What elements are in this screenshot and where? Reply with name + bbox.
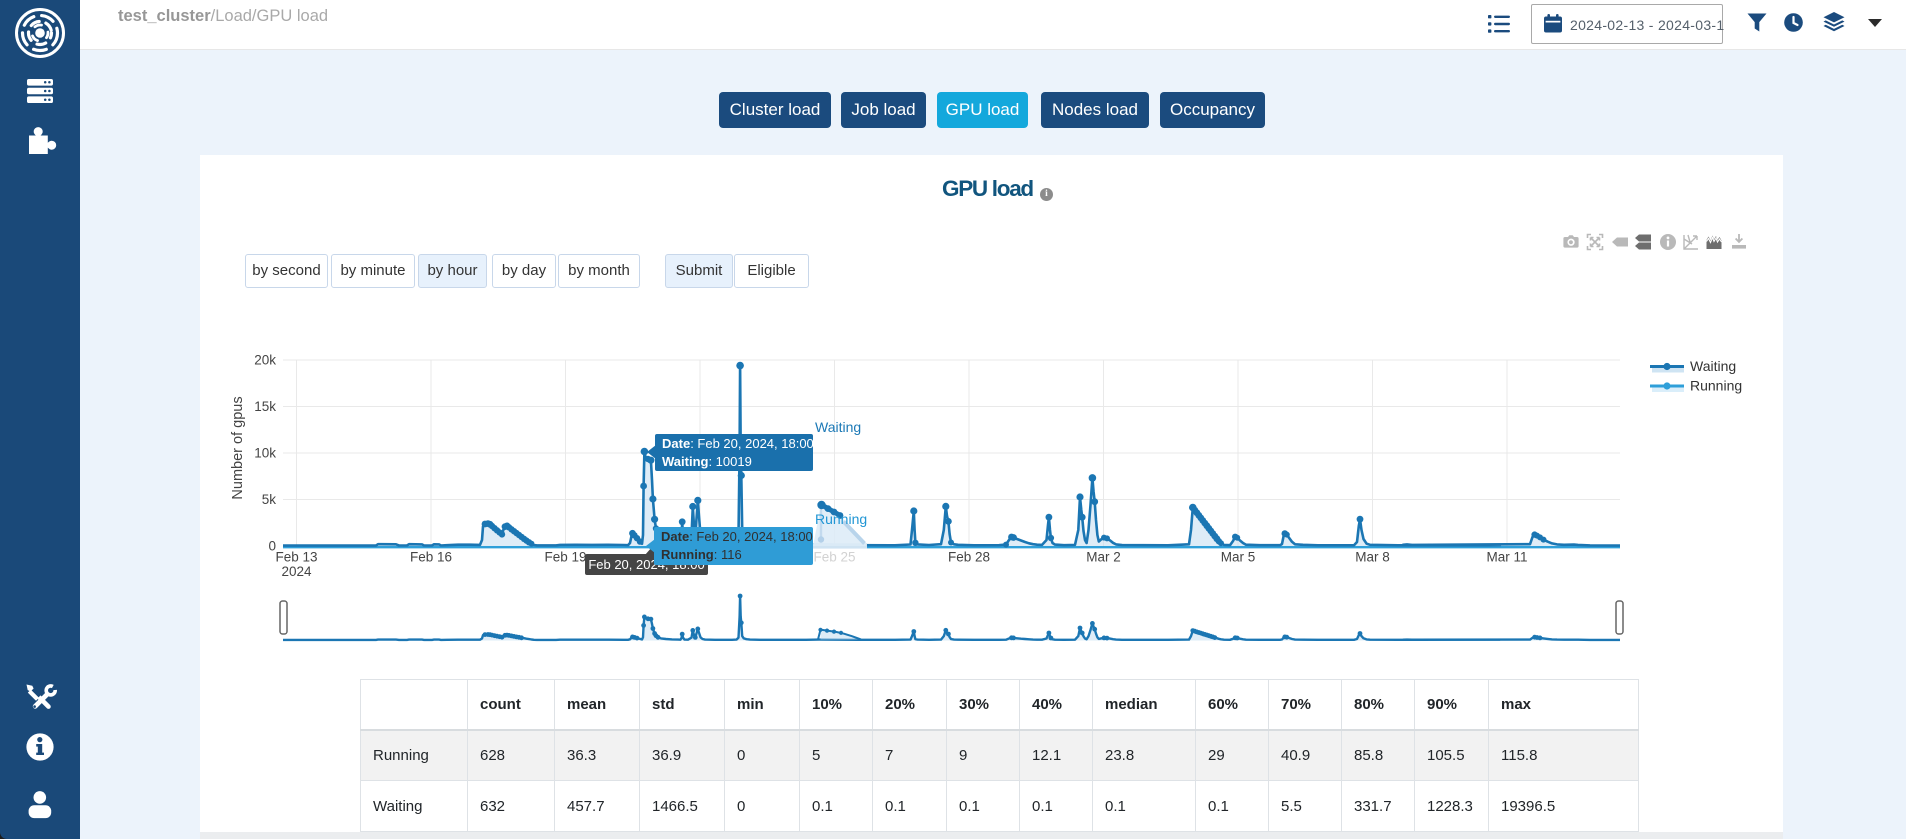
svg-text:2024: 2024 (281, 564, 312, 579)
svg-text:Feb 28: Feb 28 (948, 550, 990, 565)
svg-text:20k: 20k (254, 353, 276, 368)
svg-text:Feb 16: Feb 16 (410, 550, 452, 565)
svg-text:5k: 5k (262, 492, 277, 507)
svg-text:10k: 10k (254, 446, 276, 461)
svg-text:Running: Running (1690, 378, 1742, 394)
svg-text:Mar 5: Mar 5 (1221, 550, 1256, 565)
svg-text:0: 0 (268, 539, 276, 554)
svg-text:Feb 19: Feb 19 (544, 550, 586, 565)
svg-text:Number of gpus: Number of gpus (230, 396, 246, 499)
svg-text:Running: Running (815, 511, 867, 527)
svg-text:Feb 13: Feb 13 (275, 550, 317, 565)
svg-text:Mar 11: Mar 11 (1486, 550, 1527, 565)
svg-text:15k: 15k (254, 399, 276, 414)
svg-text:Mar 2: Mar 2 (1086, 550, 1121, 565)
svg-text:Waiting: Waiting (1690, 358, 1736, 374)
svg-text:Feb 25: Feb 25 (813, 550, 855, 565)
svg-text:Mar 8: Mar 8 (1355, 550, 1390, 565)
svg-text:Waiting: Waiting (815, 419, 861, 435)
